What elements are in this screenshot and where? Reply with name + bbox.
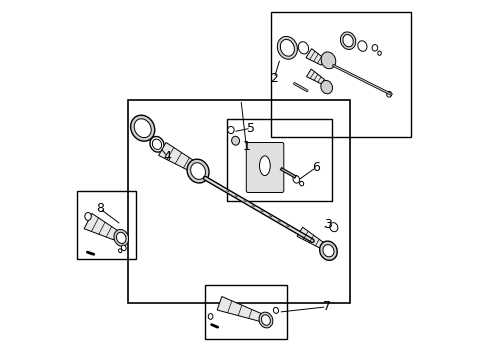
Ellipse shape xyxy=(273,307,278,313)
Ellipse shape xyxy=(150,136,163,152)
Bar xyxy=(226,119,331,202)
Polygon shape xyxy=(305,49,325,65)
Ellipse shape xyxy=(340,32,355,49)
Ellipse shape xyxy=(231,136,239,145)
Ellipse shape xyxy=(377,51,381,55)
Ellipse shape xyxy=(259,156,270,176)
Bar xyxy=(205,285,287,339)
Ellipse shape xyxy=(152,139,162,149)
Text: 8: 8 xyxy=(96,202,103,215)
Ellipse shape xyxy=(114,229,128,246)
Ellipse shape xyxy=(292,175,299,183)
Ellipse shape xyxy=(84,212,91,220)
Ellipse shape xyxy=(116,232,126,243)
Text: 1: 1 xyxy=(242,140,250,153)
Ellipse shape xyxy=(187,159,208,183)
Text: 4: 4 xyxy=(163,150,171,163)
Ellipse shape xyxy=(298,42,308,54)
Ellipse shape xyxy=(329,222,337,232)
Ellipse shape xyxy=(121,245,126,251)
Ellipse shape xyxy=(118,249,122,253)
Bar xyxy=(77,191,135,258)
Ellipse shape xyxy=(190,163,205,179)
Ellipse shape xyxy=(342,35,352,47)
Polygon shape xyxy=(296,227,324,249)
Ellipse shape xyxy=(134,119,151,138)
FancyBboxPatch shape xyxy=(246,143,283,193)
Ellipse shape xyxy=(277,36,297,59)
Ellipse shape xyxy=(227,126,234,134)
Ellipse shape xyxy=(319,241,337,260)
Ellipse shape xyxy=(299,181,303,186)
Polygon shape xyxy=(84,213,118,240)
Text: 3: 3 xyxy=(324,218,332,231)
Text: 7: 7 xyxy=(322,300,330,313)
Polygon shape xyxy=(217,297,262,321)
Bar xyxy=(128,100,349,303)
Ellipse shape xyxy=(280,40,294,56)
Ellipse shape xyxy=(259,312,272,328)
Ellipse shape xyxy=(130,115,155,141)
Polygon shape xyxy=(306,69,324,84)
Ellipse shape xyxy=(357,41,366,51)
Ellipse shape xyxy=(321,52,335,69)
Bar xyxy=(271,12,410,137)
Ellipse shape xyxy=(386,91,391,97)
Ellipse shape xyxy=(322,245,333,257)
Ellipse shape xyxy=(261,315,270,325)
Polygon shape xyxy=(158,143,197,172)
Ellipse shape xyxy=(208,314,212,319)
Ellipse shape xyxy=(320,80,332,94)
Text: 2: 2 xyxy=(270,72,278,85)
Text: 5: 5 xyxy=(246,122,254,135)
Text: 6: 6 xyxy=(311,161,319,174)
Ellipse shape xyxy=(371,45,377,51)
